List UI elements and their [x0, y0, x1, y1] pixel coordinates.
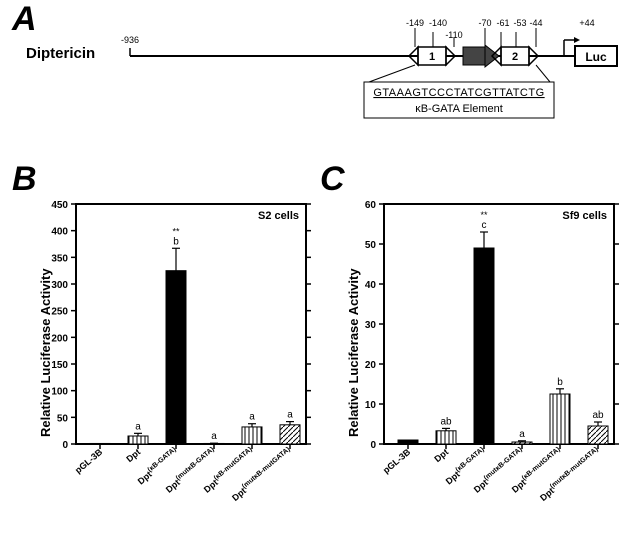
promoter-svg: -936 1 2 Luc: [20, 18, 620, 168]
svg-text:a: a: [287, 410, 293, 421]
svg-text:300: 300: [51, 280, 68, 291]
svg-text:-149: -149: [406, 18, 424, 28]
svg-text:-44: -44: [529, 18, 542, 28]
svg-text:Dpt: Dpt: [432, 447, 450, 464]
svg-text:350: 350: [51, 253, 68, 264]
svg-text:30: 30: [365, 320, 377, 331]
svg-text:400: 400: [51, 227, 68, 238]
svg-text:0: 0: [370, 440, 376, 451]
panel-b-ylabel: Relative Luciferase Activity: [38, 268, 53, 437]
svg-text:-110: -110: [445, 30, 462, 40]
svg-text:-61: -61: [496, 18, 509, 28]
svg-text:-936: -936: [121, 35, 139, 45]
svg-text:60: 60: [365, 200, 377, 211]
panel-c-cellline: Sf9 cells: [562, 210, 607, 222]
bar: [90, 443, 110, 444]
panel-c-ylabel: Relative Luciferase Activity: [346, 268, 361, 437]
svg-text:100: 100: [51, 387, 68, 398]
svg-text:pGL-3B: pGL-3B: [73, 447, 105, 476]
svg-text:a: a: [135, 421, 141, 432]
bar: [242, 427, 262, 444]
gene-name: Diptericin: [26, 45, 95, 62]
bar: [166, 271, 186, 444]
svg-text:**: **: [480, 210, 488, 220]
bar: [128, 436, 148, 444]
svg-text:40: 40: [365, 280, 377, 291]
svg-text:ab: ab: [440, 416, 452, 427]
bar: [550, 394, 570, 444]
svg-text:-140: -140: [429, 18, 447, 28]
svg-text:-53: -53: [513, 18, 526, 28]
panel-b-svg: 0 50 100 150 200 250 300 350 400 450 pGL-3B a Dpt **b…: [28, 192, 323, 532]
svg-text:0: 0: [62, 440, 68, 451]
bar: [280, 425, 300, 444]
svg-text:ab: ab: [592, 410, 604, 421]
svg-text:2: 2: [512, 51, 518, 63]
svg-text:c: c: [482, 220, 487, 231]
svg-text:250: 250: [51, 307, 68, 318]
bar: [436, 431, 456, 444]
panel-b-chart: Relative Luciferase Activity 0 50 100 150 20…: [28, 192, 323, 532]
svg-text:-70: -70: [478, 18, 491, 28]
svg-text:50: 50: [365, 240, 377, 251]
panel-c-svg: 0102030405060pGL-3BabDpt**cDpt(κB-GATA)a…: [336, 192, 631, 532]
svg-text:200: 200: [51, 333, 68, 344]
element-label: κB-GATA Element: [415, 103, 503, 115]
bar: [512, 442, 532, 444]
svg-text:pGL-3B: pGL-3B: [381, 447, 413, 476]
svg-text:b: b: [173, 236, 179, 247]
bar: [588, 426, 608, 444]
element-seq: GTAAAGTCCCTATCGTTATCTG: [373, 87, 544, 99]
svg-text:b: b: [557, 377, 563, 388]
svg-text:20: 20: [365, 360, 377, 371]
panel-a-diagram: Diptericin -936 1 2 Luc: [20, 18, 620, 168]
svg-text:+44: +44: [579, 18, 594, 28]
panel-c-chart: Relative Luciferase Activity 0 10 20 30 40 50…: [336, 192, 631, 532]
panel-b-cellline: S2 cells: [258, 210, 299, 222]
svg-text:1: 1: [429, 51, 435, 63]
svg-text:**: **: [172, 226, 180, 236]
svg-text:a: a: [519, 429, 525, 440]
bar: [398, 440, 418, 444]
svg-text:a: a: [249, 412, 255, 423]
svg-text:150: 150: [51, 360, 68, 371]
luc-label: Luc: [585, 50, 607, 64]
svg-text:450: 450: [51, 200, 68, 211]
svg-text:Dpt: Dpt: [124, 447, 142, 464]
bar: [474, 248, 494, 444]
svg-text:50: 50: [57, 413, 69, 424]
svg-text:a: a: [211, 431, 217, 442]
svg-text:10: 10: [365, 400, 377, 411]
